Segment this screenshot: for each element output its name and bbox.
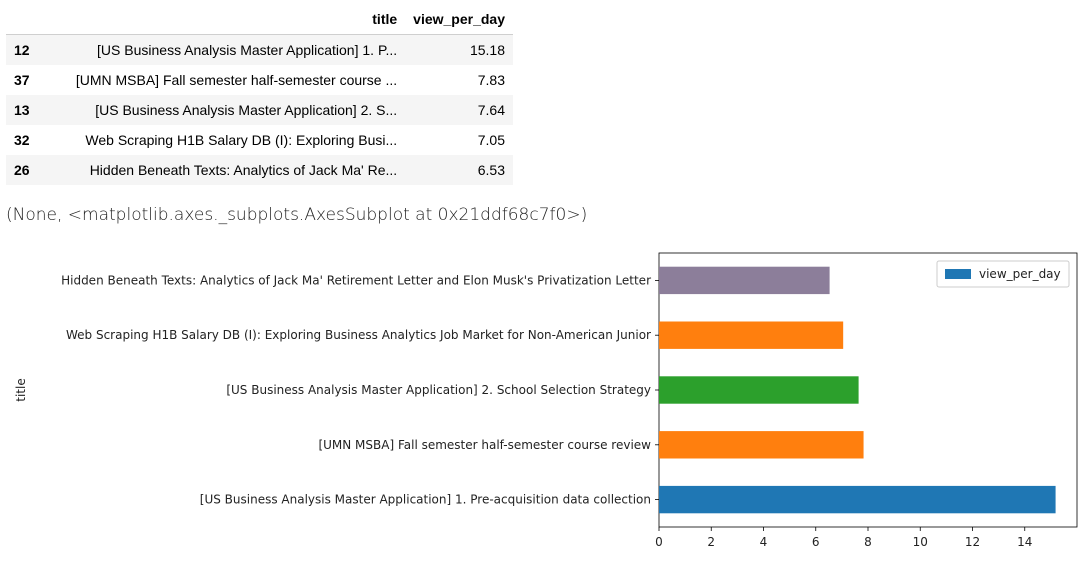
view-per-day-cell: 15.18 (469, 42, 505, 58)
row-index: 26 (14, 162, 30, 178)
view-per-day-cell: 7.83 (477, 72, 505, 88)
table-row: 26 Hidden Beneath Texts: Analytics of Ja… (6, 155, 513, 185)
bar (659, 266, 830, 295)
table-row: 12 [US Business Analysis Master Applicat… (6, 34, 513, 65)
output-repr-text: (None, <matplotlib.axes._subplots.AxesSu… (6, 205, 588, 225)
y-tick-label: Web Scraping H1B Salary DB (I): Explorin… (66, 328, 651, 342)
legend-label: view_per_day (979, 267, 1061, 281)
title-cell: [US Business Analysis Master Application… (95, 102, 398, 118)
x-tick-label: 8 (864, 535, 872, 549)
bar (659, 431, 864, 459)
view-per-day-cell: 7.64 (477, 102, 505, 118)
x-tick-label: 6 (812, 535, 820, 549)
table-row: 13 [US Business Analysis Master Applicat… (6, 95, 513, 125)
title-cell: Hidden Beneath Texts: Analytics of Jack … (89, 162, 398, 178)
table-row: 32 Web Scraping H1B Salary DB (I): Explo… (6, 125, 513, 155)
row-index: 12 (14, 42, 30, 58)
x-tick-label: 2 (707, 535, 715, 549)
title-cell: Web Scraping H1B Salary DB (I): Explorin… (85, 132, 398, 148)
row-index: 37 (14, 72, 30, 88)
x-tick-label: 14 (1017, 535, 1032, 549)
y-tick-label: [US Business Analysis Master Application… (226, 383, 651, 397)
row-index: 32 (14, 132, 30, 148)
legend-swatch (945, 269, 971, 279)
y-tick-label: [US Business Analysis Master Application… (200, 493, 651, 507)
bar (659, 376, 859, 404)
column-header-view-per-day: view_per_day (405, 4, 513, 35)
bar (659, 321, 844, 349)
x-tick-label: 0 (655, 535, 663, 549)
x-tick-label: 12 (965, 535, 980, 549)
bar (659, 485, 1056, 514)
bar-chart: [US Business Analysis Master Application… (14, 252, 1078, 549)
row-index: 13 (14, 102, 30, 118)
table-header-row: title view_per_day (6, 4, 513, 35)
x-tick-label: 4 (760, 535, 768, 549)
y-tick-label: [UMN MSBA] Fall semester half-semester c… (318, 438, 651, 452)
y-axis-label: title (14, 378, 28, 401)
x-tick-label: 10 (913, 535, 928, 549)
column-header-index (6, 4, 46, 35)
title-cell: [UMN MSBA] Fall semester half-semester c… (75, 72, 398, 88)
legend-box (936, 260, 1070, 288)
view-per-day-cell: 7.05 (477, 132, 505, 148)
column-header-title: title (45, 4, 406, 35)
view-per-day-cell: 6.53 (477, 162, 505, 178)
table-row: 37 [UMN MSBA] Fall semester half-semeste… (6, 65, 513, 95)
dataframe-table: title view_per_day 12 [US Business Analy… (6, 4, 513, 185)
y-tick-label: Hidden Beneath Texts: Analytics of Jack … (61, 273, 651, 287)
title-cell: [US Business Analysis Master Application… (97, 42, 398, 58)
